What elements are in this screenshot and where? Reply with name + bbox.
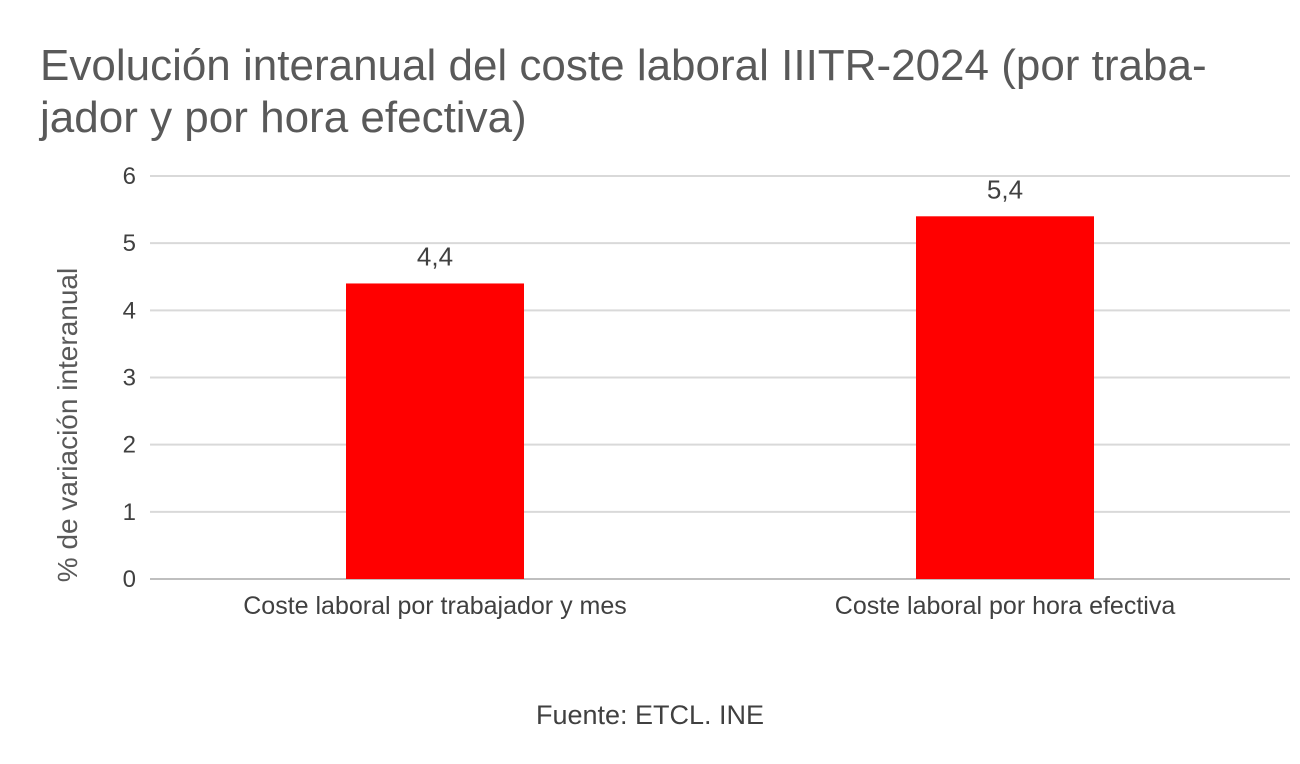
chart-title: Evolución interanual del coste laboral I… <box>40 40 1270 144</box>
y-tick-label: 0 <box>123 566 136 593</box>
source-note: Fuente: ETCL. INE <box>535 700 765 730</box>
y-axis-label: % de variación interanual <box>52 268 83 582</box>
category-label-1: Coste laboral por trabajador y mes <box>243 592 627 620</box>
x-axis-categories: Coste laboral por trabajador y mes Coste … <box>243 592 1175 620</box>
y-tick-label: 5 <box>123 230 136 257</box>
bar-1 <box>346 283 524 579</box>
y-tick-label: 3 <box>123 365 136 392</box>
gridlines <box>150 175 1290 580</box>
chart-title-line-1: Evolución interanual del coste laboral I… <box>40 41 1207 90</box>
bar-2 <box>916 216 1094 580</box>
y-tick-label: 6 <box>123 163 136 190</box>
chart-title-line-2: jador y por hora efectiva) <box>40 93 527 142</box>
y-tick-label: 1 <box>123 499 136 526</box>
y-tick-label: 4 <box>123 297 136 324</box>
data-label-2: 5,4 <box>987 174 1023 204</box>
bars <box>346 216 1094 580</box>
category-label-2: Coste laboral por hora efectiva <box>835 592 1176 620</box>
y-tick-label: 2 <box>123 432 136 459</box>
data-labels: 4,4 5,4 <box>417 174 1023 271</box>
y-axis-ticks: 0 1 2 3 4 5 6 <box>123 163 136 593</box>
data-label-1: 4,4 <box>417 241 453 271</box>
